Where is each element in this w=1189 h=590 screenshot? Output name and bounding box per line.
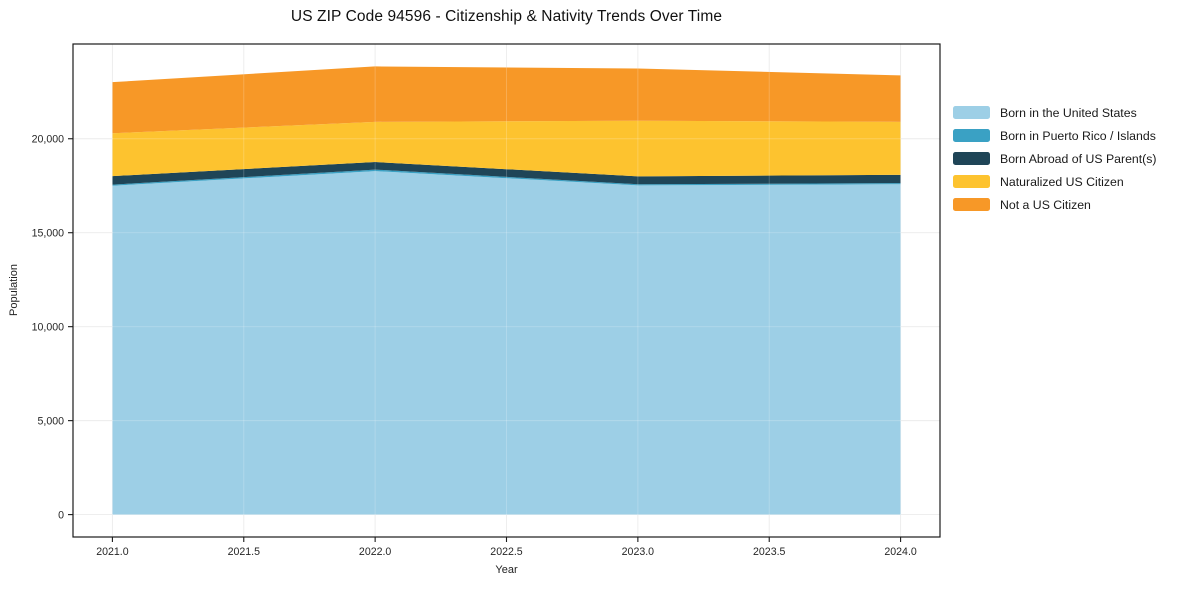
legend-label: Born in the United States <box>1000 105 1137 120</box>
legend-item-born-in-puerto-rico-islands: Born in Puerto Rico / Islands <box>953 124 1157 147</box>
legend-label: Naturalized US Citizen <box>1000 174 1124 189</box>
legend-label: Born in Puerto Rico / Islands <box>1000 128 1156 143</box>
x-axis-label: Year <box>495 564 518 576</box>
area-born-in-the-united-states <box>112 171 901 515</box>
x-tick-label: 2022.0 <box>359 546 392 558</box>
x-tick-label: 2023.0 <box>622 546 655 558</box>
y-tick-label: 20,000 <box>32 134 65 146</box>
chart-title: US ZIP Code 94596 - Citizenship & Nativi… <box>290 8 723 25</box>
legend-swatch-icon <box>953 152 990 165</box>
area-naturalized-us-citizen <box>112 120 901 177</box>
area-born-in-puerto-rico-islands <box>112 169 901 186</box>
y-tick-label: 5,000 <box>37 415 64 427</box>
y-tick-label: 15,000 <box>32 228 65 240</box>
legend: Born in the United States Born in Puerto … <box>953 101 1157 216</box>
legend-item-born-abroad-of-us-parent-s: Born Abroad of US Parent(s) <box>953 147 1157 170</box>
legend-item-born-in-the-united-states: Born in the United States <box>953 101 1157 124</box>
x-tick-label: 2022.5 <box>490 546 523 558</box>
x-tick-label: 2024.0 <box>884 546 917 558</box>
legend-swatch-icon <box>953 175 990 188</box>
area-born-abroad-of-us-parent-s <box>112 162 901 185</box>
legend-swatch-icon <box>953 129 990 142</box>
legend-swatch-icon <box>953 198 990 211</box>
legend-item-naturalized-us-citizen: Naturalized US Citizen <box>953 170 1157 193</box>
y-tick-label: 0 <box>58 509 64 521</box>
x-tick-label: 2021.5 <box>228 546 261 558</box>
legend-label: Not a US Citizen <box>1000 197 1091 212</box>
area-not-a-us-citizen <box>112 66 901 134</box>
legend-swatch-icon <box>953 106 990 119</box>
x-tick-label: 2021.0 <box>96 546 129 558</box>
legend-label: Born Abroad of US Parent(s) <box>1000 151 1157 166</box>
y-tick-label: 10,000 <box>32 321 65 333</box>
x-tick-label: 2023.5 <box>753 546 786 558</box>
legend-item-not-a-us-citizen: Not a US Citizen <box>953 193 1157 216</box>
